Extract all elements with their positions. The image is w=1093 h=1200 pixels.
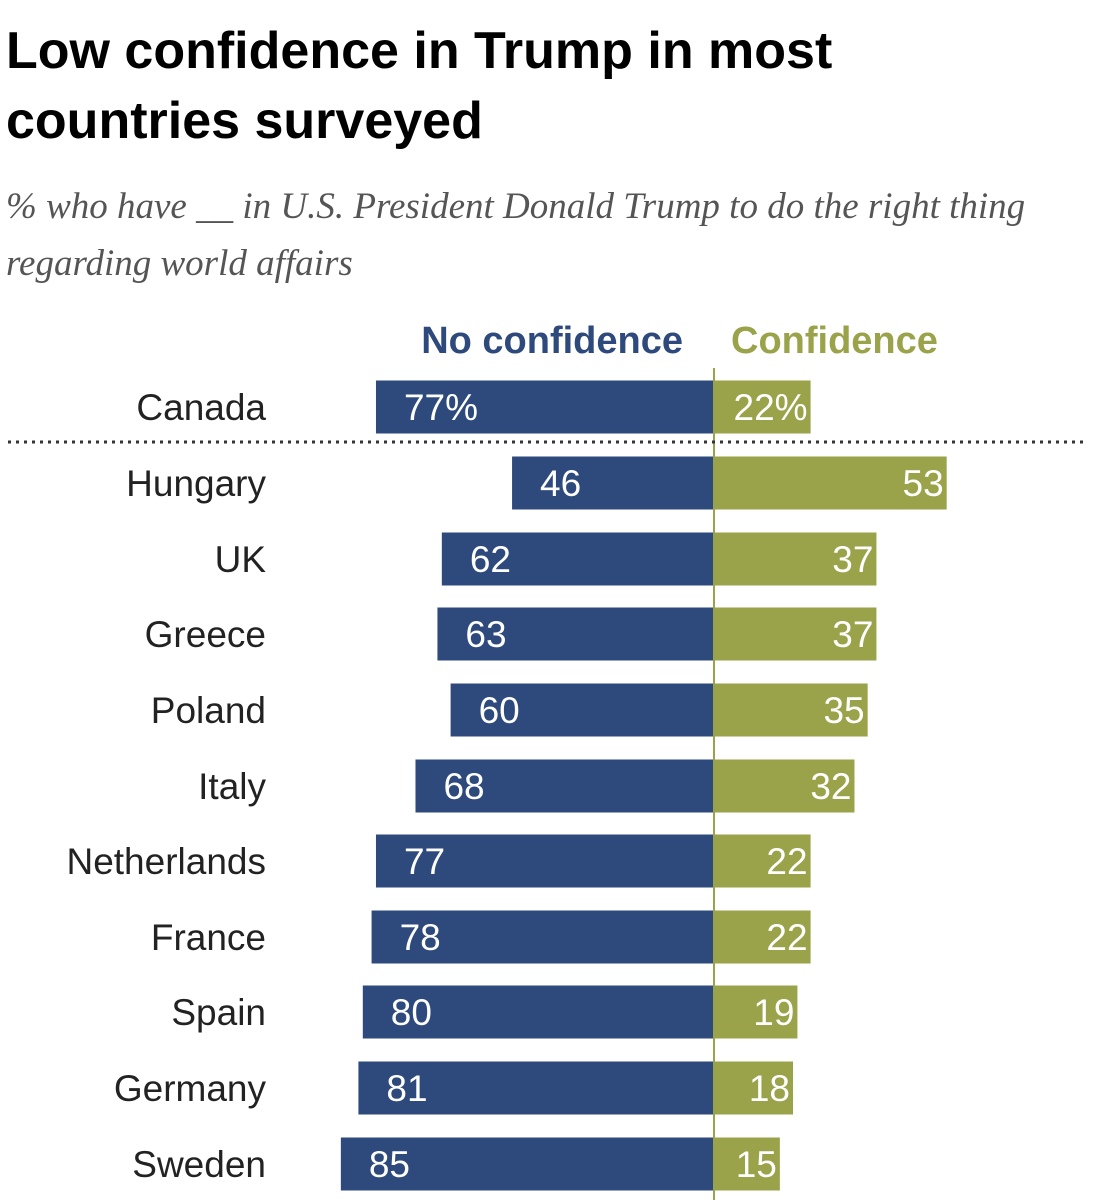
category-label-germany: Germany [114, 1068, 267, 1109]
bar-confidence-poland [714, 683, 868, 737]
legend-confidence: Confidence [731, 320, 938, 362]
value-label-no-confidence-italy: 68 [443, 766, 484, 807]
bar-confidence-netherlands [714, 834, 811, 888]
legend: No confidence Confidence [421, 320, 938, 362]
bar-confidence-italy [714, 759, 855, 813]
value-label-no-confidence-uk: 62 [470, 539, 511, 580]
value-label-no-confidence-france: 78 [400, 917, 441, 958]
value-label-confidence-canada: 22% [734, 387, 808, 428]
value-label-no-confidence-netherlands: 77 [404, 841, 445, 882]
bar-confidence-uk [714, 532, 877, 586]
bar-confidence-germany [714, 1061, 794, 1115]
value-label-confidence-hungary: 53 [903, 463, 944, 504]
bar-no-confidence-sweden [340, 1137, 714, 1191]
value-label-no-confidence-canada: 77% [404, 387, 478, 428]
bar-no-confidence-canada [375, 380, 714, 434]
value-label-confidence-poland: 35 [823, 690, 864, 731]
bar-no-confidence-poland [450, 683, 714, 737]
value-label-no-confidence-hungary: 46 [540, 463, 581, 504]
bar-no-confidence-spain [362, 985, 714, 1039]
bar-confidence-sweden [714, 1137, 780, 1191]
bar-no-confidence-netherlands [375, 834, 714, 888]
value-label-no-confidence-greece: 63 [465, 614, 506, 655]
category-label-uk: UK [215, 539, 267, 580]
category-label-poland: Poland [151, 690, 266, 731]
category-label-netherlands: Netherlands [66, 841, 266, 882]
value-label-confidence-greece: 37 [832, 614, 873, 655]
bar-confidence-canada [714, 380, 811, 434]
bar-confidence-greece [714, 607, 877, 661]
category-label-france: France [151, 917, 266, 958]
category-label-sweden: Sweden [132, 1144, 266, 1185]
bar-no-confidence-france [371, 910, 714, 964]
bar-confidence-hungary [714, 456, 947, 510]
value-label-no-confidence-spain: 80 [391, 992, 432, 1033]
value-label-no-confidence-sweden: 85 [369, 1144, 410, 1185]
category-label-canada: Canada [136, 387, 266, 428]
chart-title: Low confidence in Trump in most countrie… [6, 22, 833, 150]
bar-no-confidence-hungary [512, 456, 714, 510]
value-label-confidence-sweden: 15 [736, 1144, 777, 1185]
value-label-confidence-uk: 37 [832, 539, 873, 580]
bars-group: Canada 77% 22% Hungary 46 53 UK 62 37 Greece 63 37 P… [66, 380, 947, 1191]
bar-confidence-france [714, 910, 811, 964]
chart-subtitle: % who have __ in U.S. President Donald T… [6, 186, 1026, 284]
value-label-confidence-italy: 32 [810, 766, 851, 807]
category-label-greece: Greece [145, 614, 266, 655]
bar-no-confidence-uk [441, 532, 714, 586]
category-label-spain: Spain [171, 992, 266, 1033]
bar-no-confidence-greece [437, 607, 714, 661]
category-label-hungary: Hungary [126, 463, 266, 504]
bar-no-confidence-italy [415, 759, 714, 813]
value-label-confidence-germany: 18 [749, 1068, 790, 1109]
value-label-confidence-netherlands: 22 [766, 841, 807, 882]
value-label-no-confidence-poland: 60 [479, 690, 520, 731]
category-label-italy: Italy [198, 766, 266, 807]
value-label-confidence-france: 22 [766, 917, 807, 958]
value-label-confidence-spain: 19 [753, 992, 794, 1033]
value-label-no-confidence-germany: 81 [386, 1068, 427, 1109]
legend-no-confidence: No confidence [421, 320, 683, 362]
diverging-bar-chart: No confidence Confidence Canada 77% 22% Hun… [8, 320, 1088, 1200]
bar-confidence-spain [714, 985, 798, 1039]
bar-no-confidence-germany [358, 1061, 714, 1115]
